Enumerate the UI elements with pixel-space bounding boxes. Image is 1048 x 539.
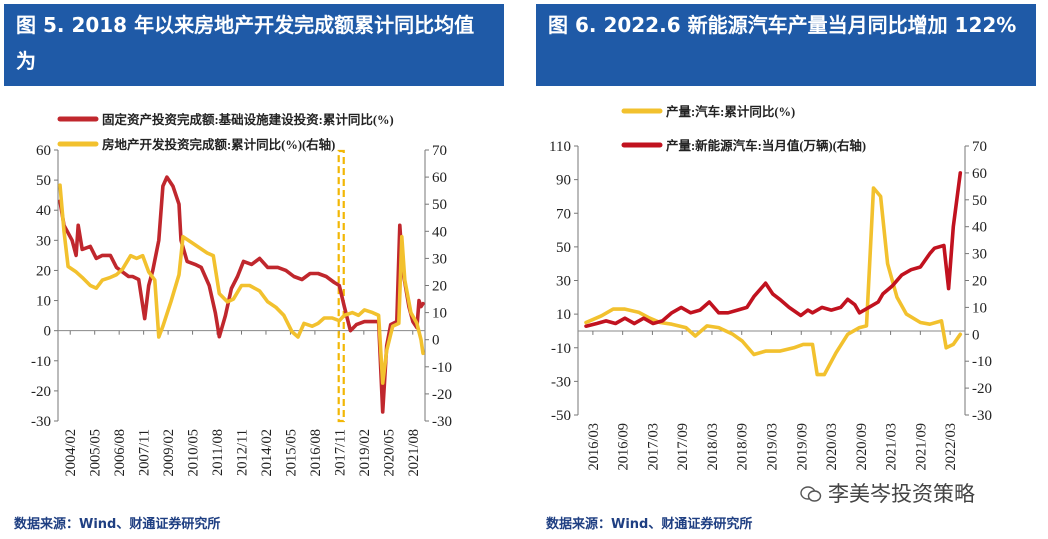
wechat-icon [800,486,822,502]
x-tick-label: 2020/03 [824,423,840,471]
right-y-tick-label: 10 [972,300,987,316]
x-tick-label: 2014/02 [259,429,275,477]
left-chart-panel: 图 5. 2018 年以来房地产开发完成额累计同比均值为 8%，以前为 21% … [0,0,508,539]
left-y-tick-label: 20 [36,263,51,279]
x-tick-label: 2018/03 [705,423,721,471]
right-y-tick-label: 0 [432,333,440,349]
left-y-tick-label: -30 [551,374,571,390]
left-source-note: 数据来源：Wind、财通证券研究所 [14,517,221,532]
right-y-tick-label: 50 [972,193,987,209]
x-tick-label: 2016/03 [586,423,602,471]
x-tick-label: 2006/08 [112,429,128,477]
right-line-chart: 110 90 70 50 30 10 -10 -30 -50 70 60 50 40 30 20 10 0 -10… [549,104,992,471]
right-y-tick-label: 20 [972,274,987,290]
left-y-tick-label: 10 [556,307,571,323]
x-tick-label: 2021/08 [406,429,422,477]
right-y-tick-label: 20 [432,279,447,295]
right-y-tick-label: 30 [432,251,447,267]
left-y-tick-label: 50 [556,240,571,256]
x-tick-label: 2022/03 [943,423,959,471]
right-y-tick-label: -10 [432,360,452,376]
x-tick-label: 2019/09 [794,423,810,471]
x-tick-label: 2017/11 [332,429,348,476]
series-line-2 [58,183,425,385]
x-tick-label: 2020/09 [854,423,870,471]
x-tick-label: 2007/11 [137,429,153,476]
right-y-tick-label: -20 [972,381,992,397]
right-y-tick-label: 40 [972,220,987,236]
right-y-tick-label: 0 [972,327,980,343]
right-y-tick-label: -10 [972,354,992,370]
right-title-text: 图 6. 2022.6 新能源汽车产量当月同比增加 122% [548,13,1017,37]
left-y-tick-label: -30 [31,414,51,430]
legend-label-2: 房地产开发投资完成额:累计同比(%)(右轴) [102,137,335,152]
x-tick-label: 2020/05 [381,429,397,477]
x-tick-label: 2021/03 [884,423,900,471]
x-tick-label: 2004/02 [63,429,79,477]
right-y-tick-label: 10 [432,306,447,322]
left-line-chart: 60 50 40 30 20 10 0 -10 -20 -30 70 60 50 40 30 20 10 0 -10… [31,112,452,477]
legend-label-1: 固定资产投资完成额:基础设施建设投资:累计同比(%) [102,112,394,127]
x-tick-label: 2005/05 [88,429,104,477]
left-y-tick-label: 30 [556,274,571,290]
left-title-line1: 图 5. 2018 年以来房地产开发完成额累计同比均值为 [16,13,475,73]
right-y-tick-label: 50 [432,197,447,213]
left-y-tick-label: 110 [549,139,571,155]
right-source-note: 数据来源：Wind、财通证券研究所 [546,517,753,532]
x-tick-label: 2016/09 [616,423,632,471]
x-tick-label: 2019/02 [357,429,373,477]
legend-label-1: 产量:汽车:累计同比(%) [666,104,795,119]
x-tick-label: 2021/09 [913,423,929,471]
right-y-tick-label: 30 [972,247,987,263]
x-tick-label: 2019/03 [765,423,781,471]
x-tick-label: 2012/11 [235,429,251,476]
highlight-dashed-box [337,149,345,423]
left-y-tick-label: 40 [36,203,51,219]
left-y-tick-label: 70 [556,206,571,222]
x-tick-label: 2010/05 [186,429,202,477]
series-line-1 [58,175,425,414]
left-y-tick-label: -10 [551,341,571,357]
x-tick-label: 2018/09 [735,423,751,471]
x-tick-label: 2011/08 [210,429,226,476]
right-y-tick-label: -20 [432,387,452,403]
series-line-1 [584,186,963,377]
x-tick-label: 2017/03 [645,423,661,471]
left-chart-title: 图 5. 2018 年以来房地产开发完成额累计同比均值为 8%，以前为 21% [4,4,504,109]
left-y-tick-label: -10 [31,354,51,370]
left-y-tick-label: 0 [44,324,52,340]
right-chart-panel: 图 6. 2022.6 新能源汽车产量当月同比增加 122% 110 90 70 50… [532,0,1040,539]
legend-label-2: 产量:新能源汽车:当月值(万辆)(右轴) [666,138,866,153]
right-y-tick-label: 60 [432,170,447,186]
left-y-tick-label: -50 [551,408,571,424]
x-tick-label: 2015/05 [283,429,299,477]
left-y-tick-label: 50 [36,173,51,189]
left-y-tick-label: 90 [556,173,571,189]
left-y-tick-label: 60 [36,143,51,159]
right-y-tick-label: 40 [432,224,447,240]
watermark-text: 李美岑投资策略 [828,482,975,506]
series-line-2 [584,171,963,328]
left-title-line2: 8%，以前为 21% [72,85,241,109]
left-y-tick-label: -20 [31,384,51,400]
left-y-tick-label: 10 [36,294,51,310]
right-chart-title: 图 6. 2022.6 新能源汽车产量当月同比增加 122% [536,4,1036,86]
right-y-tick-label: 60 [972,166,987,182]
x-tick-label: 2016/08 [308,429,324,477]
right-y-tick-label: 70 [432,143,447,159]
right-y-tick-label: -30 [432,414,452,430]
left-y-tick-label: 30 [36,233,51,249]
right-y-tick-label: 70 [972,139,987,155]
x-tick-label: 2009/02 [161,429,177,477]
x-tick-label: 2017/09 [675,423,691,471]
wechat-watermark: 李美岑投资策略 [800,478,975,508]
right-y-tick-label: -30 [972,408,992,424]
